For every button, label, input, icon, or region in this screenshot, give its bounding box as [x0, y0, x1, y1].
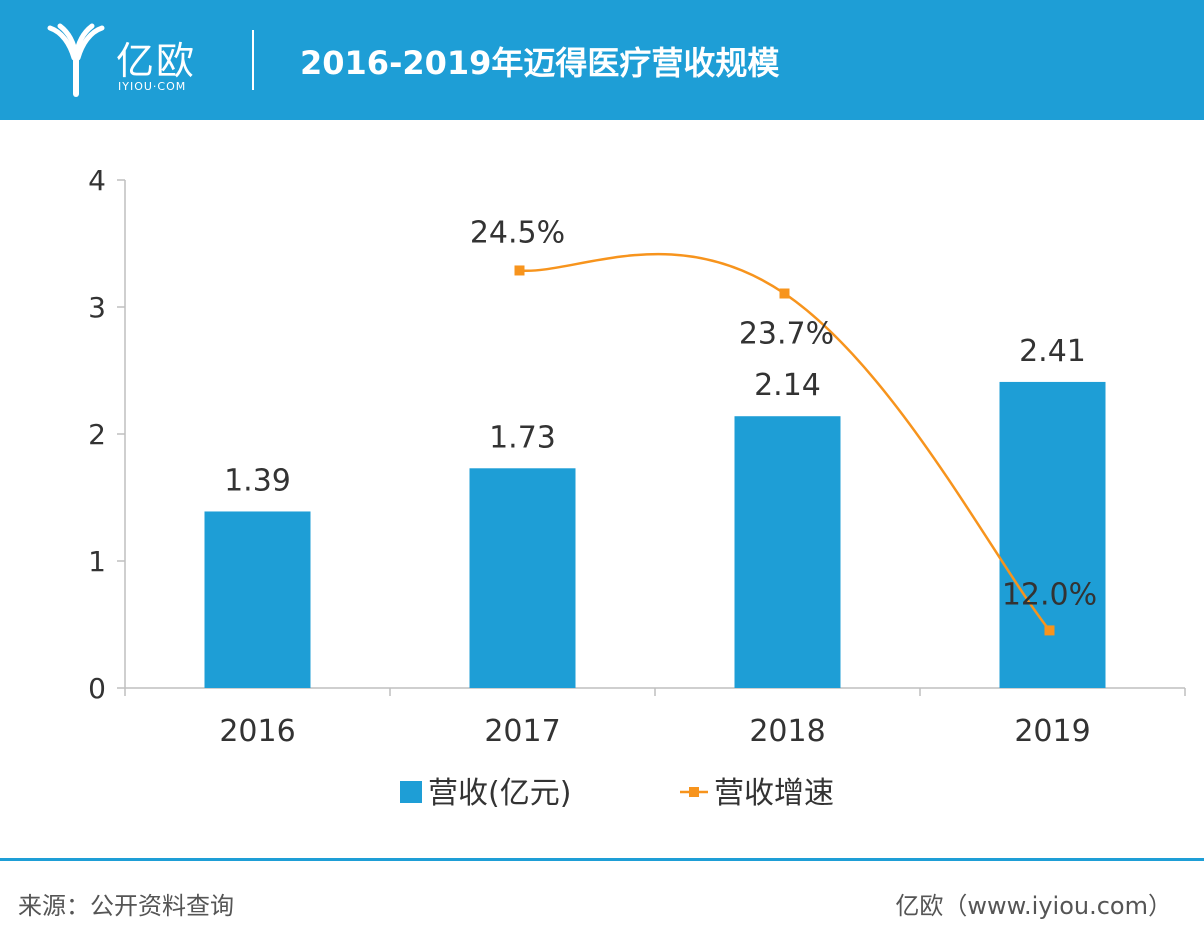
growth-point — [1044, 625, 1055, 636]
bar-revenue — [999, 381, 1106, 688]
source-text: 来源：公开资料查询 — [18, 892, 234, 920]
header-divider — [252, 30, 254, 90]
growth-data-label: 24.5% — [470, 215, 565, 250]
iyiou-logo: 亿欧 IYIOU·COM — [44, 22, 214, 102]
page-title: 2016-2019年迈得医疗营收规模 — [300, 44, 780, 82]
footer-divider — [0, 858, 1204, 861]
legend-bar-swatch — [400, 781, 422, 803]
growth-point — [514, 265, 525, 276]
legend-line-marker — [689, 787, 699, 797]
bar-revenue — [469, 468, 576, 688]
credit-text: 亿欧（www.iyiou.com） — [895, 892, 1172, 920]
bar-data-label: 1.39 — [224, 463, 291, 498]
growth-data-label: 23.7% — [739, 317, 834, 352]
growth-data-label: 12.0% — [1002, 577, 1097, 612]
chart: 0 1 2 3 4 2016 2017 2018 2019 1.39 1.73 2.14 2.41 24.… — [88, 164, 1186, 811]
x-tick-label: 2017 — [484, 714, 560, 749]
y-tick-label: 0 — [88, 672, 106, 705]
y-tick-label: 3 — [88, 291, 106, 324]
legend-line-label: 营收增速 — [714, 776, 834, 811]
y-tick-label: 2 — [88, 418, 106, 451]
bar-revenue — [734, 416, 841, 688]
logo-subtext: IYIOU·COM — [118, 80, 187, 93]
bar-data-label: 2.41 — [1019, 334, 1086, 369]
logo-mark-icon — [47, 23, 105, 97]
bar-data-label: 2.14 — [754, 368, 821, 403]
bar-data-label: 1.73 — [489, 420, 556, 455]
y-tick-label: 4 — [88, 164, 106, 197]
y-tick-label: 1 — [88, 545, 106, 578]
legend-bar-label: 营收(亿元) — [428, 776, 571, 811]
growth-point — [779, 288, 790, 299]
bar-revenue — [204, 511, 311, 688]
x-tick-label: 2018 — [749, 714, 825, 749]
x-tick-label: 2019 — [1014, 714, 1090, 749]
growth-line — [519, 252, 1051, 632]
logo-text: 亿欧 — [116, 39, 197, 83]
x-tick-label: 2016 — [219, 714, 295, 749]
header-banner: 亿欧 IYIOU·COM 2016-2019年迈得医疗营收规模 — [0, 0, 1204, 120]
